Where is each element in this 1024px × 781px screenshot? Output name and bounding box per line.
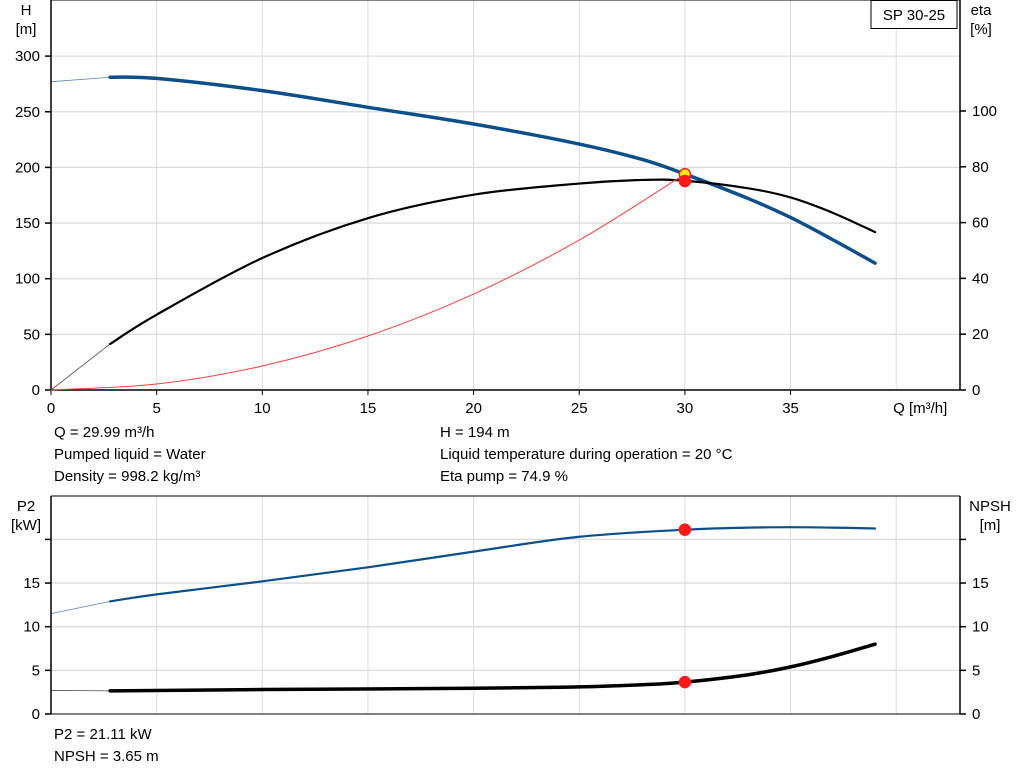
- density-readout: Density = 998.2 kg/m³: [54, 468, 201, 485]
- top-y-tick-label-left: 50: [23, 326, 40, 343]
- duty-point-NPSH-marker: [678, 675, 692, 689]
- bottom-y-label-left: P2: [17, 498, 35, 515]
- top-y-label-left: H: [21, 2, 32, 19]
- top-y-tick-label-right: 0: [972, 382, 980, 399]
- system-curve-curve: [50, 173, 686, 391]
- head-readout: H = 194 m: [440, 424, 510, 441]
- x-tick-label: 25: [571, 400, 588, 417]
- top-y-tick-label-left: 100: [15, 271, 40, 288]
- eta-extrapolated-line: [50, 343, 111, 391]
- top-y-label-right: eta: [971, 2, 993, 19]
- top-y-tick-label-right: 80: [972, 159, 989, 176]
- p2-curve: [109, 526, 877, 603]
- duty-point-P2-marker: [678, 523, 692, 536]
- bottom-y-label-right: NPSH: [969, 498, 1011, 515]
- pumped-liquid-readout: Pumped liquid = Water: [54, 446, 206, 463]
- x-tick-label: 35: [782, 400, 799, 417]
- top-y-tick-label-right: 40: [972, 270, 989, 287]
- x-tick-label: 20: [465, 400, 482, 417]
- bottom-y-tick-label-right: 5: [972, 662, 980, 679]
- top-y-label-left-unit: [m]: [16, 21, 37, 38]
- top-y-label-right-unit: [%]: [970, 21, 992, 38]
- bottom-y-tick-label-left: 5: [32, 662, 40, 679]
- bottom-y-tick-label-left: 15: [23, 575, 40, 592]
- temperature-readout: Liquid temperature during operation = 20…: [440, 446, 733, 463]
- x-axis-label: Q [m³/h]: [893, 400, 947, 417]
- eta-pump-readout: Eta pump = 74.9 %: [440, 468, 568, 485]
- bottom-y-tick-label-right: 0: [972, 706, 980, 723]
- model-label: SP 30-25: [883, 7, 945, 24]
- flow-readout: Q = 29.99 m³/h: [54, 424, 155, 441]
- h-curve: [108, 75, 877, 265]
- top-y-tick-label-right: 60: [972, 215, 989, 232]
- top-y-tick-label-right: 20: [972, 326, 989, 343]
- bottom-y-tick-label-left: 10: [23, 619, 40, 636]
- x-tick-label: 15: [360, 400, 377, 417]
- npsh-curve: [108, 642, 877, 693]
- x-tick-label: 5: [152, 400, 160, 417]
- x-tick-label: 30: [677, 400, 694, 417]
- x-tick-label: 0: [47, 400, 55, 417]
- top-y-tick-label-left: 0: [32, 382, 40, 399]
- bottom-y-tick-label-right: 15: [972, 575, 989, 592]
- bottom-y-tick-label-right: 10: [972, 619, 989, 636]
- top-y-tick-label-left: 300: [15, 48, 40, 65]
- model-label-box: [870, 0, 958, 29]
- top-y-tick-label-left: 250: [15, 104, 40, 121]
- eta-curve: [109, 178, 877, 346]
- top-y-tick-label-left: 200: [15, 159, 40, 176]
- duty-point-eta-marker: [678, 174, 692, 188]
- bottom-y-label-right-unit: [m]: [980, 517, 1001, 534]
- bottom-y-tick-label-left: 0: [32, 706, 40, 723]
- top-y-tick-label-left: 150: [15, 215, 40, 232]
- bottom-y-label-left-unit: [kW]: [11, 517, 41, 534]
- npsh-readout: NPSH = 3.65 m: [54, 748, 159, 765]
- h-extrapolated-line: [50, 76, 111, 83]
- x-tick-label: 10: [254, 400, 271, 417]
- p2-readout: P2 = 21.11 kW: [54, 726, 152, 743]
- p2-extrapolated-line: [50, 600, 111, 614]
- top-y-tick-label-right: 100: [972, 103, 997, 120]
